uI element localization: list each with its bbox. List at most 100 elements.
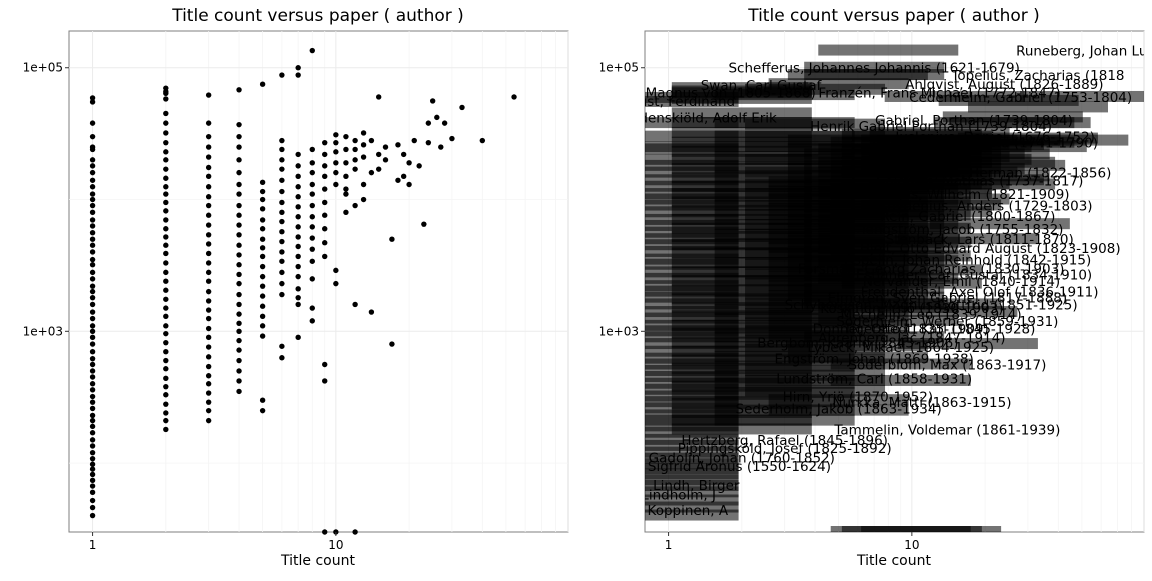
overplotted-label-ink (950, 117, 1091, 129)
data-point (89, 405, 96, 412)
data-point (259, 313, 266, 319)
data-point (89, 471, 96, 478)
data-point (309, 146, 315, 153)
data-point (163, 149, 169, 155)
data-point (259, 333, 266, 339)
author-label: Runeberg, Johan Ludv (1016, 44, 1152, 60)
data-point (236, 169, 242, 176)
data-point (375, 166, 382, 172)
author-label: Aspelin, Johan Reinhold (1842-1915) (845, 253, 1092, 269)
overplotted-label-ink (645, 486, 739, 498)
data-point (279, 355, 285, 361)
author-label: Ahrenberg, Jac (1847-1914) (818, 330, 1005, 346)
author-label: Rein, Gabriel (1800-1867) (880, 209, 1055, 225)
data-point (352, 202, 358, 209)
data-point (279, 238, 285, 245)
data-point (333, 280, 339, 287)
data-point (309, 235, 315, 241)
data-point (259, 236, 266, 242)
data-point (89, 412, 96, 419)
data-point (279, 209, 285, 215)
overplotted-label-ink (869, 126, 1010, 138)
author-label: Sederholm, Jakob (1863-1934) (736, 401, 942, 417)
author-label: Gabriel, Porthan (1739-1804) (875, 113, 1073, 129)
data-point (259, 273, 266, 280)
data-point (89, 196, 96, 203)
data-point (295, 286, 301, 292)
data-point (163, 166, 169, 172)
overplotted-label-ink (830, 250, 971, 262)
data-point (205, 278, 212, 284)
data-point (236, 181, 242, 188)
data-point (205, 194, 212, 200)
data-point (163, 366, 169, 372)
data-point (89, 283, 96, 289)
data-point (163, 250, 169, 257)
data-point (279, 177, 285, 183)
data-point (163, 217, 169, 223)
overplotted-label-ink (841, 277, 982, 289)
data-point (322, 529, 328, 535)
x-axis-label: Title count (280, 553, 355, 569)
data-point (89, 163, 96, 169)
data-point (343, 173, 349, 180)
overplotted-label-ink (645, 433, 739, 445)
overplotted-label-ink (745, 364, 886, 376)
data-point (163, 199, 169, 206)
data-point (322, 226, 328, 232)
author-label: Ahlqvist, August (1826-1889) (905, 77, 1103, 93)
data-point (416, 163, 422, 169)
data-point (352, 137, 358, 144)
data-point (89, 417, 96, 424)
author-label: Pippingsköld, Josef (1825-1892) (678, 441, 892, 457)
chart-title: Title count versus paper ( author ) (171, 6, 464, 26)
data-point (333, 169, 339, 176)
data-point (333, 267, 339, 274)
data-point (352, 301, 358, 308)
data-point (205, 354, 212, 360)
overplotted-label-ink (671, 423, 812, 435)
author-label: Forsman, Georg Zacharias (1830-1903) (798, 261, 1065, 277)
data-point (89, 202, 96, 209)
data-point (333, 149, 339, 155)
data-point (89, 399, 96, 405)
data-point (236, 357, 242, 364)
data-point (205, 92, 212, 98)
data-point (163, 383, 169, 390)
scatter-points-chart: 1 10 1e+03 1e+05 Title count versus paper (… (23, 6, 569, 569)
overplotted-label-ink (967, 101, 1108, 113)
data-point (295, 151, 301, 158)
data-point (295, 173, 301, 180)
data-point (89, 489, 96, 496)
data-point (89, 430, 96, 436)
author-label: Stenbäck, Lars (1811-1870) (886, 232, 1074, 248)
author-label: Kellgren, Herman (1822-1856) (906, 166, 1111, 182)
author-label: Lindholm, J (641, 487, 716, 503)
data-point (259, 293, 266, 299)
data-point (360, 130, 367, 136)
data-point (279, 280, 285, 287)
data-point (236, 212, 242, 218)
data-point (279, 291, 285, 298)
data-point (89, 95, 96, 101)
overplotted-label-ink (645, 446, 739, 458)
data-point (205, 173, 212, 180)
data-point (89, 466, 96, 472)
data-points (89, 47, 517, 535)
gridlines (69, 31, 569, 532)
data-point (309, 169, 315, 176)
data-point (205, 288, 212, 295)
overplotted-label-ink (938, 94, 1079, 106)
data-point (89, 483, 96, 489)
data-point (163, 88, 169, 95)
data-point (259, 323, 266, 329)
data-point (295, 194, 301, 200)
author-label: Nervander, Emil (1840-1914) (863, 274, 1060, 290)
overplotted-label-ink (988, 134, 1129, 146)
data-point (205, 373, 212, 379)
data-point (360, 196, 367, 203)
author-label: Wright, Magnus von (1805-1868) (593, 85, 816, 101)
data-point (205, 417, 212, 424)
data-point (295, 243, 301, 250)
data-point (89, 437, 96, 443)
